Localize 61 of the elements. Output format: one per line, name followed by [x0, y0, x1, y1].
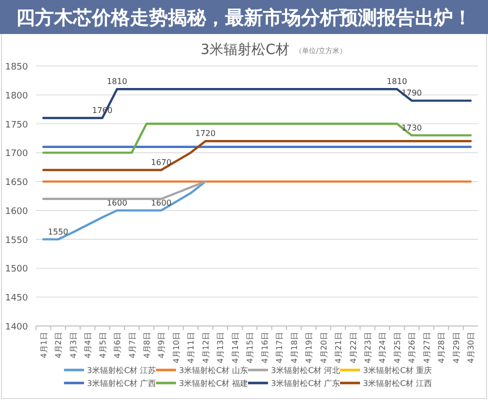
line-series: [42, 180, 207, 240]
y-tick-label: 1700: [5, 149, 28, 160]
banner: 四方木芯价格走势揭秘，最新市场分析预测报告出炉！: [0, 0, 488, 34]
y-tick-label: 1750: [5, 120, 28, 130]
legend-label: 3米辐射松C材 福建: [179, 379, 248, 388]
data-label: 1670: [151, 158, 172, 167]
line-series: [42, 180, 207, 200]
x-tick-label: 4月18日: [290, 332, 299, 364]
x-tick-label: 4月22日: [348, 332, 358, 364]
x-tick-label: 4月8日: [142, 332, 152, 358]
data-label: 1550: [48, 227, 68, 236]
y-tick-label: 1850: [5, 62, 28, 72]
x-tick-label: 4月14日: [230, 332, 240, 364]
x-tick-label: 4月11日: [186, 332, 196, 364]
data-label: 1790: [402, 88, 422, 98]
legend-label: 3米辐射松C材 重庆: [363, 366, 432, 375]
y-tick-label: 1450: [5, 294, 28, 304]
y-tick-label: 1600: [5, 206, 28, 217]
x-tick-label: 4月29日: [452, 332, 461, 364]
x-tick-label: 4月4日: [84, 332, 93, 358]
legend-label: 3米辐射松C材 江西: [363, 379, 432, 388]
x-tick-label: 4月2日: [54, 332, 64, 358]
x-tick-label: 4月30日: [466, 332, 476, 364]
x-tick-label: 4月5日: [98, 332, 108, 358]
x-tick-label: 4月12日: [201, 332, 210, 364]
chart-title: 3米辐射松C材: [200, 42, 290, 58]
x-tick-label: 4月15日: [246, 332, 255, 364]
data-label: 1810: [386, 77, 408, 86]
legend-label: 3米辐射松C材 河北: [271, 366, 340, 375]
legend-label: 3米辐射松C材 广东: [271, 379, 340, 388]
y-tick-label: 1650: [5, 178, 28, 188]
x-tick-label: 4月23日: [364, 332, 372, 364]
y-tick-label: 1800: [5, 91, 28, 102]
y-tick-label: 1550: [5, 236, 28, 246]
y-tick-label: 1500: [5, 264, 28, 275]
data-label: 1730: [402, 123, 422, 132]
x-tick-label: 4月21日: [334, 332, 344, 364]
x-tick-label: 4月3日: [68, 332, 78, 358]
x-tick-label: 4月13日: [216, 332, 226, 364]
legend-label: 3米辐射松C材 广西: [87, 379, 156, 388]
legend-label: 3米辐射松C材 山东: [179, 366, 248, 375]
x-tick-label: 4月19日: [304, 332, 314, 364]
x-tick-label: 4月27日: [422, 332, 432, 364]
data-label: 1600: [151, 198, 172, 208]
x-tick-label: 4月7日: [128, 332, 137, 358]
y-tick-label: 1400: [5, 322, 28, 332]
data-label: 1720: [195, 129, 216, 138]
x-tick-label: 4月9日: [157, 332, 166, 358]
x-tick-label: 4月17日: [275, 332, 284, 364]
x-tick-label: 4月6日: [113, 332, 122, 358]
x-tick-label: 4月26日: [408, 332, 417, 364]
x-tick-label: 4月1日: [39, 332, 48, 358]
x-tick-label: 4月28日: [437, 332, 446, 364]
legend-label: 3米辐射松C材 江苏: [87, 366, 156, 375]
line-series: [42, 140, 472, 172]
x-tick-label: 4月25日: [392, 332, 402, 364]
x-tick-label: 4月20日: [319, 332, 328, 364]
x-tick-label: 4月16日: [260, 332, 270, 364]
x-tick-label: 4月24日: [378, 332, 388, 364]
x-tick-label: 4月10日: [172, 332, 181, 364]
data-label: 1810: [106, 77, 128, 86]
